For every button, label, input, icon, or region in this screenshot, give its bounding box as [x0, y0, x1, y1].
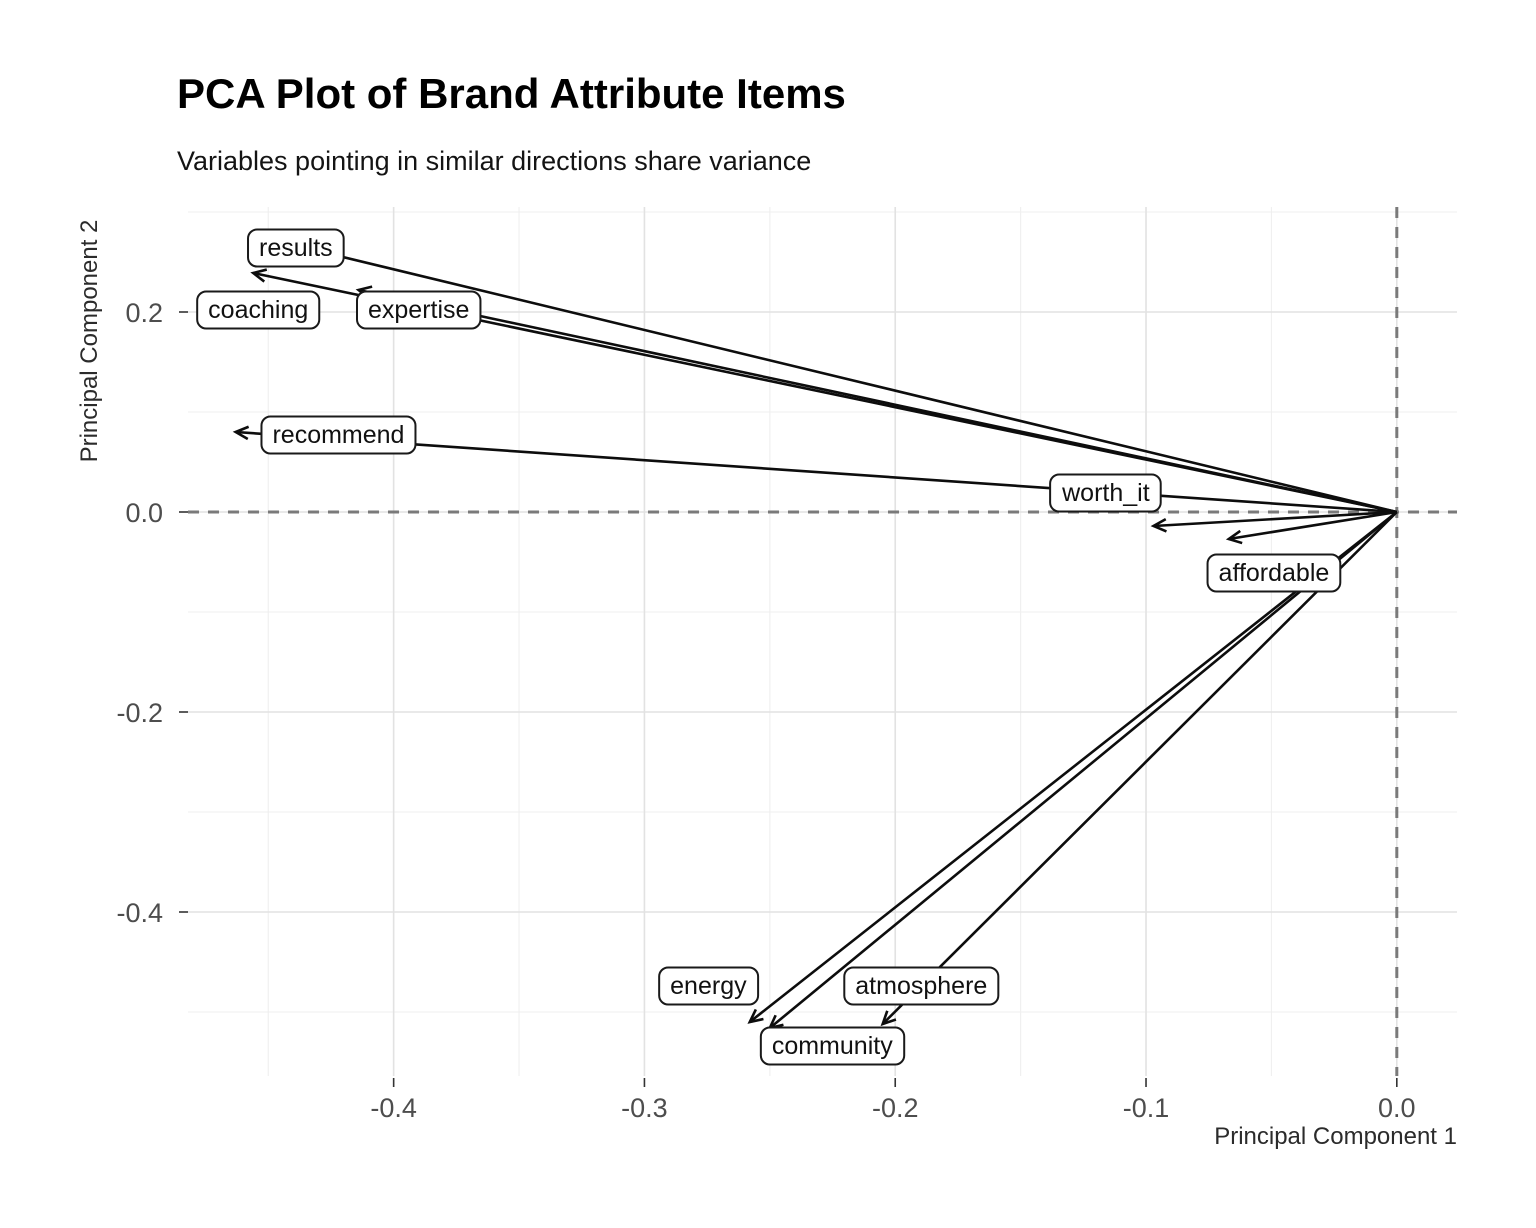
- loading-arrow-energy: [748, 510, 1398, 1024]
- variable-label-box: [843, 966, 1000, 1006]
- variable-label-affordable: affordable: [1206, 553, 1342, 593]
- variable-label-expertise: expertise: [356, 290, 482, 330]
- variable-label-recommend: recommend: [260, 415, 417, 455]
- variable-label-text: expertise: [368, 296, 469, 324]
- loading-arrow-affordable: [1228, 510, 1398, 541]
- y-tick-label: -0.2: [116, 698, 163, 728]
- variable-label-worth_it: worth_it: [1049, 473, 1162, 513]
- variable-label-box: [196, 290, 321, 330]
- loading-arrowhead-energy: [747, 1008, 764, 1024]
- loading-arrowhead-worth_it: [1150, 518, 1167, 533]
- chart-subtitle: Variables pointing in similar directions…: [177, 146, 812, 176]
- loading-arrowhead-coaching: [250, 268, 268, 283]
- variable-label-text: atmosphere: [855, 972, 987, 1000]
- variable-label-text: energy: [670, 972, 747, 1000]
- variable-label-text: recommend: [272, 421, 404, 449]
- variable-label-text: results: [259, 234, 333, 262]
- variable-label-box: [247, 228, 345, 268]
- loading-arrow-community: [769, 510, 1398, 1030]
- variable-label-results: results: [247, 228, 345, 268]
- variable-label-text: community: [772, 1032, 893, 1060]
- y-tick-label: 0.0: [125, 498, 163, 528]
- variable-label-box: [1206, 553, 1342, 593]
- y-tick-label: -0.4: [116, 898, 163, 928]
- chart-title: PCA Plot of Brand Attribute Items: [177, 70, 846, 117]
- loading-arrow-atmosphere: [881, 511, 1398, 1025]
- variable-label-energy: energy: [658, 966, 760, 1006]
- variable-label-box: [356, 290, 482, 330]
- loading-arrow-worth_it: [1153, 510, 1397, 528]
- variable-label-box: [658, 966, 760, 1006]
- y-tick-label: 0.2: [125, 298, 163, 328]
- loading-arrow-expertise: [358, 288, 1398, 514]
- loading-arrowhead-recommend: [232, 425, 250, 441]
- x-tick-label: -0.2: [872, 1093, 919, 1123]
- x-tick-label: -0.1: [1123, 1093, 1170, 1123]
- loading-arrow-results: [280, 240, 1398, 514]
- x-axis-title: Principal Component 1: [1214, 1123, 1457, 1150]
- variable-label-atmosphere: atmosphere: [843, 966, 1000, 1006]
- x-tick-label: 0.0: [1378, 1093, 1416, 1123]
- variable-label-text: worth_it: [1061, 479, 1150, 507]
- variable-label-box: [260, 415, 417, 455]
- variable-label-text: coaching: [208, 296, 308, 324]
- x-tick-label: -0.3: [621, 1093, 668, 1123]
- x-tick-label: -0.4: [370, 1093, 417, 1123]
- variable-label-text: affordable: [1219, 559, 1330, 587]
- variable-label-community: community: [759, 1026, 906, 1066]
- loading-arrow-recommend: [235, 430, 1397, 514]
- variable-label-box: [759, 1026, 906, 1066]
- variable-label-coaching: coaching: [196, 290, 321, 330]
- variable-label-box: [1049, 473, 1162, 513]
- loading-arrowhead-affordable: [1225, 529, 1243, 545]
- loading-arrowhead-atmosphere: [880, 1010, 897, 1027]
